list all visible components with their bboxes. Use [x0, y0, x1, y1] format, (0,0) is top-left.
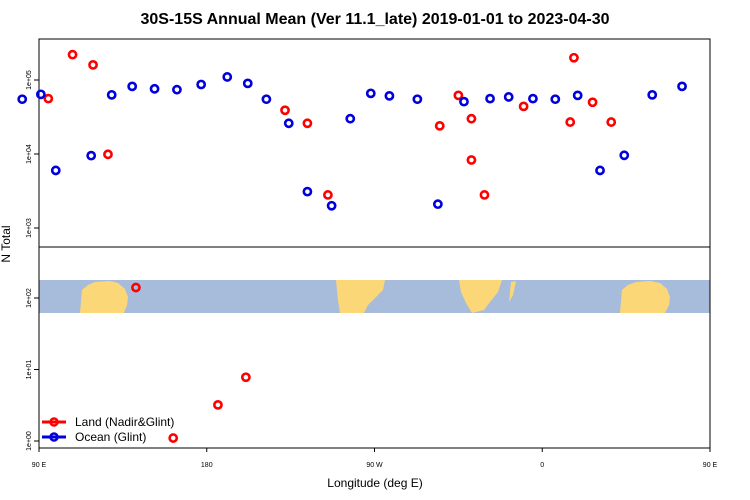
x-tick-label-1: 180	[201, 462, 213, 469]
x-tick-label-3: 0	[540, 462, 544, 469]
y-axis-label: N Total	[0, 225, 13, 262]
x-tick-label-0: 90 E	[32, 462, 47, 469]
land-point-0-11	[479, 190, 490, 200]
x-axis-label: Longitude (deg E)	[327, 476, 422, 490]
land-point-1-1	[168, 433, 179, 443]
ocean-point-2-8	[196, 79, 207, 90]
land-point-1-3	[240, 372, 251, 383]
map-land-madagascar	[509, 281, 516, 302]
y-ticks-upper: 1e+03 1e+04 1e+05	[26, 70, 39, 238]
legend-ocean-label: Ocean (Glint)	[75, 430, 146, 444]
ocean-point-2-1	[35, 89, 46, 100]
land-point-0-10	[466, 113, 477, 124]
ocean-point-2-16	[365, 88, 376, 99]
map-land-americas	[336, 280, 385, 313]
ocean-point-2-29	[677, 81, 687, 92]
ocean-point-2-11	[261, 94, 272, 105]
land-point-0-5	[302, 118, 313, 129]
land-point-0-16	[606, 117, 617, 127]
land-point-0-12	[518, 101, 529, 112]
legend-ocean-marker	[49, 432, 59, 442]
ocean-point-2-27	[619, 150, 630, 161]
land-point-0-4	[280, 105, 290, 116]
y-upper-tick-label-2: 1e+05	[26, 70, 33, 90]
ocean-point-2-9	[222, 72, 233, 82]
ocean-point-2-7	[172, 84, 182, 95]
data-points	[17, 49, 687, 443]
land-point-0-7	[434, 120, 445, 131]
ocean-point-2-3	[86, 150, 97, 161]
land-point-1-2	[213, 399, 223, 410]
x-tick-label-4: 90 E	[703, 462, 718, 469]
land-point-1-0	[131, 282, 141, 293]
land-point-0-3	[103, 149, 113, 160]
ocean-point-2-24	[550, 94, 561, 105]
map-land-australia	[80, 281, 128, 313]
land-point-0-13	[565, 117, 576, 127]
land-point-0-8	[453, 90, 464, 101]
legend-land-label: Land (Nadir&Glint)	[75, 415, 174, 429]
ocean-point-2-25	[572, 90, 583, 101]
land-point-0-0	[43, 93, 54, 104]
ocean-point-2-26	[595, 165, 605, 176]
map-land-australia-2	[620, 281, 670, 313]
legend-land-marker	[49, 417, 59, 427]
ocean-point-2-12	[283, 118, 294, 129]
ocean-point-2-10	[242, 78, 253, 89]
y-upper-tick-label-1: 1e+04	[26, 144, 33, 164]
land-point-0-1	[67, 49, 78, 60]
ocean-point-2-28	[647, 89, 658, 100]
ocean-point-2-18	[412, 94, 423, 105]
land-point-0-6	[323, 190, 333, 200]
ocean-point-2-23	[528, 93, 538, 104]
ocean-point-2-20	[459, 96, 469, 107]
ocean-point-2-13	[302, 186, 313, 197]
y-lower-tick-label-2: 1e+02	[26, 288, 33, 308]
ocean-point-2-6	[149, 83, 160, 94]
world-map-strip	[39, 280, 710, 313]
ocean-point-2-2	[50, 165, 61, 176]
y-lower-tick-label-1: 1e+01	[26, 360, 33, 380]
land-point-0-9	[466, 155, 477, 165]
chart-title: 30S-15S Annual Mean (Ver 11.1_late) 2019…	[141, 11, 610, 28]
ocean-point-2-21	[485, 93, 495, 104]
ocean-point-2-15	[345, 113, 356, 124]
land-point-0-2	[88, 59, 98, 70]
y-lower-tick-label-0: 1e+00	[26, 431, 33, 451]
x-ticks: 90 E 180 90 W 0 90 E	[32, 448, 718, 469]
map-land-africa	[459, 280, 502, 313]
land-point-0-14	[569, 52, 579, 63]
ocean-point-2-5	[127, 81, 138, 92]
plot-frame	[38, 38, 711, 449]
y-ticks-lower: 1e+00 1e+01 1e+02	[26, 288, 39, 451]
ocean-point-2-19	[432, 199, 443, 210]
legend: Land (Nadir&Glint) Ocean (Glint)	[42, 415, 174, 444]
ocean-point-2-4	[106, 89, 117, 100]
ocean-point-2-14	[326, 200, 337, 211]
x-tick-label-2: 90 W	[366, 462, 383, 469]
ocean-point-2-0	[17, 94, 28, 105]
land-point-0-15	[587, 97, 598, 108]
ocean-point-2-22	[503, 92, 514, 102]
ocean-point-2-17	[384, 90, 395, 101]
y-upper-tick-label-0: 1e+03	[26, 218, 33, 238]
